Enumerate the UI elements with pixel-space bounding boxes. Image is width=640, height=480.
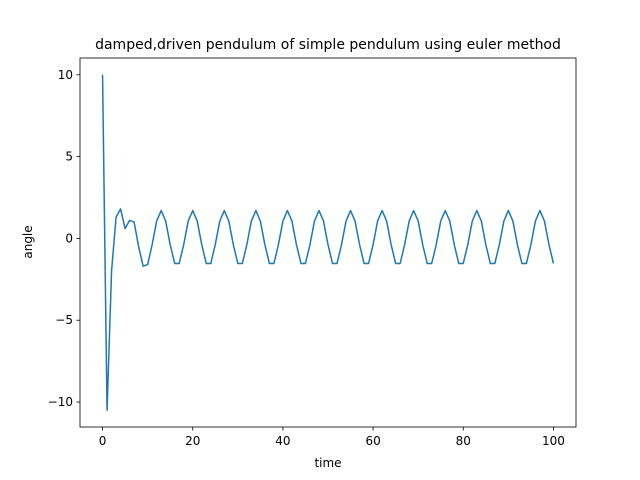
y-tick-label: −10 [48, 395, 73, 409]
y-tick-label: −5 [55, 313, 73, 327]
x-tick-label: 60 [365, 434, 380, 448]
x-tick-label: 40 [275, 434, 290, 448]
x-tick-label: 100 [542, 434, 565, 448]
data-line [101, 74, 555, 411]
plot-frame [79, 57, 577, 428]
x-axis-label: time [314, 456, 341, 470]
x-tick-label: 80 [456, 434, 471, 448]
x-tick-label: 20 [185, 434, 200, 448]
x-tick-label: 0 [99, 434, 107, 448]
chart-title: damped,driven pendulum of simple pendulu… [95, 37, 561, 53]
y-tick-label: 0 [65, 231, 73, 245]
y-axis-label: angle [21, 225, 35, 258]
y-tick-label: 5 [65, 150, 73, 164]
y-tick-label: 10 [58, 68, 73, 82]
